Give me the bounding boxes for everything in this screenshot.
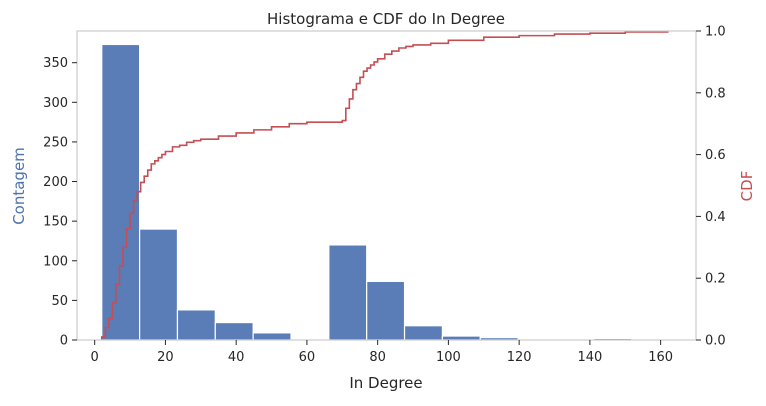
- plot-frame: [76, 30, 697, 341]
- x-tick-label: 40: [228, 350, 245, 365]
- y-axis-ticks: 0 50 100 150 200 250 300 350: [43, 56, 77, 349]
- histogram-bar: [214, 321, 254, 341]
- y2-tick-label: 0.0: [705, 334, 726, 349]
- histogram-bar: [139, 228, 179, 341]
- histogram-bar: [403, 325, 443, 341]
- histogram-bar: [366, 280, 406, 341]
- histogram-bars: [101, 43, 633, 341]
- y2-tick-label: 0.2: [705, 272, 726, 287]
- y2-tick-label: 1.0: [705, 25, 726, 40]
- x-tick-label: 0: [91, 350, 99, 365]
- cdf-line: [100, 31, 669, 340]
- plot-area-border: [76, 30, 697, 341]
- histogram-bar: [328, 244, 368, 341]
- y-tick-label: 250: [43, 135, 68, 150]
- x-tick-label: 160: [648, 350, 673, 365]
- y2-tick-label: 0.6: [705, 148, 726, 163]
- y-tick-label: 0: [60, 334, 68, 349]
- x-tick-label: 60: [299, 350, 316, 365]
- x-tick-label: 20: [157, 350, 174, 365]
- x-axis-ticks: 0 20 40 60 80 100 120 140 160: [91, 340, 673, 365]
- y-tick-label: 200: [43, 175, 68, 190]
- y-tick-label: 50: [51, 294, 68, 309]
- histogram-bar: [101, 43, 141, 341]
- x-tick-label: 100: [436, 350, 461, 365]
- x-tick-label: 140: [577, 350, 602, 365]
- y-tick-label: 300: [43, 96, 68, 111]
- y-tick-label: 150: [43, 215, 68, 230]
- x-tick-label: 80: [369, 350, 386, 365]
- chart-title: Histograma e CDF do In Degree: [267, 10, 505, 28]
- histogram-bar: [176, 309, 216, 341]
- y2-axis-label: CDF: [738, 171, 756, 202]
- y2-tick-label: 0.8: [705, 86, 726, 101]
- y2-axis-ticks: 0.0 0.2 0.4 0.6 0.8 1.0: [696, 25, 726, 349]
- y-tick-label: 350: [43, 56, 68, 71]
- x-axis-label: In Degree: [349, 374, 422, 392]
- y-axis-label: Contagem: [10, 147, 28, 225]
- y2-tick-label: 0.4: [705, 210, 726, 225]
- y-tick-label: 100: [43, 254, 68, 269]
- x-tick-label: 120: [507, 350, 532, 365]
- histogram-bar: [252, 332, 292, 341]
